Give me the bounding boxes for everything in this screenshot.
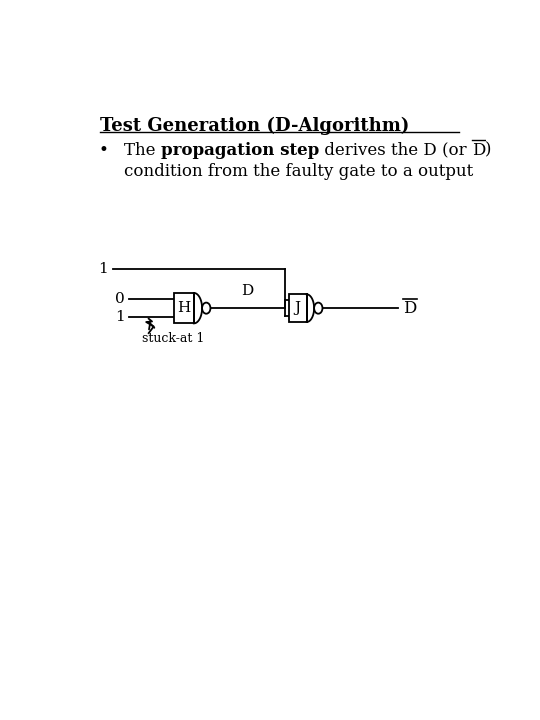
Text: J: J xyxy=(294,301,301,315)
Text: 1: 1 xyxy=(116,310,125,324)
Text: 0: 0 xyxy=(116,292,125,306)
Text: The: The xyxy=(124,142,161,159)
Text: derives the D (or: derives the D (or xyxy=(319,142,472,159)
Circle shape xyxy=(314,302,322,314)
Circle shape xyxy=(202,302,211,314)
Text: condition from the faulty gate to a output: condition from the faulty gate to a outp… xyxy=(124,163,473,180)
Bar xyxy=(174,293,194,323)
Text: 1: 1 xyxy=(99,262,109,276)
Bar xyxy=(289,294,307,322)
Text: ): ) xyxy=(485,142,492,159)
Text: D: D xyxy=(242,284,254,298)
Text: stuck-at 1: stuck-at 1 xyxy=(142,332,204,345)
Text: D: D xyxy=(472,142,485,159)
Text: D: D xyxy=(403,300,416,317)
Text: Test Generation (D-Algorithm): Test Generation (D-Algorithm) xyxy=(100,117,409,135)
Text: H: H xyxy=(177,301,190,315)
Text: propagation step: propagation step xyxy=(161,142,319,159)
Text: •: • xyxy=(99,142,109,159)
